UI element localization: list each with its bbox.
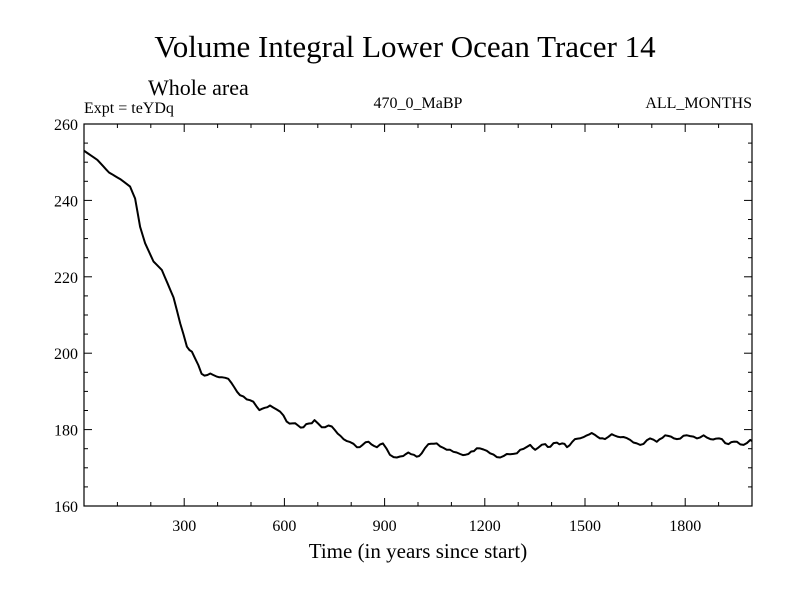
x-tick-label: 1200 <box>469 518 501 535</box>
y-tick-label: 180 <box>54 423 78 440</box>
series-line <box>83 149 753 459</box>
chart-subtitle: Whole area <box>148 75 249 100</box>
axis-ticks <box>84 124 752 506</box>
y-tick-label: 160 <box>54 499 78 516</box>
plot-frame <box>83 123 753 507</box>
x-tick-label: 300 <box>172 518 196 535</box>
axis-tick-labels: 300 600 900 1200 1500 1800 160 180 200 220 240 260 <box>54 117 701 535</box>
x-tick-label: 1800 <box>669 518 701 535</box>
period-label: 470_0_MaBP <box>374 95 463 112</box>
y-tick-label: 240 <box>54 193 78 210</box>
y-tick-label: 260 <box>54 117 78 134</box>
x-tick-label: 1500 <box>569 518 601 535</box>
y-tick-label: 220 <box>54 270 78 287</box>
x-tick-label: 600 <box>272 518 296 535</box>
x-axis-title: Time (in years since start) <box>309 539 528 563</box>
x-tick-label: 900 <box>373 518 397 535</box>
experiment-label: Expt = teYDq <box>84 100 174 117</box>
y-tick-label: 200 <box>54 346 78 363</box>
chart-title: Volume Integral Lower Ocean Tracer 14 <box>154 29 656 64</box>
months-label: ALL_MONTHS <box>645 95 752 112</box>
